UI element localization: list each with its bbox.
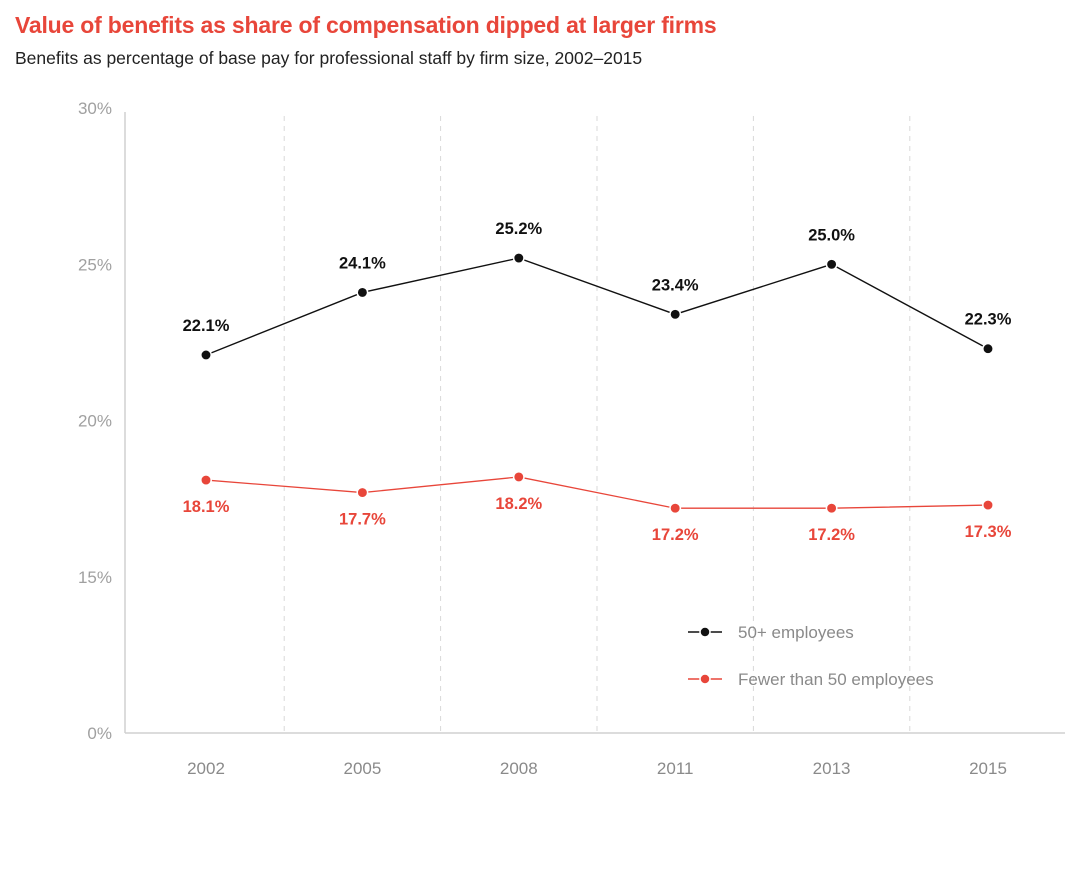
series-line [205, 476, 989, 509]
legend-item: 50+ employees [688, 623, 854, 642]
legend: 50+ employees Fewer than 50 employees [688, 623, 934, 689]
data-point [356, 486, 369, 499]
data-label: 17.7% [339, 511, 386, 529]
data-label: 25.0% [808, 226, 855, 244]
data-point [825, 258, 838, 271]
data-label: 18.2% [495, 495, 542, 513]
x-tick-label: 2005 [343, 759, 381, 778]
y-tick-label: 0% [87, 724, 112, 743]
data-label: 23.4% [652, 276, 699, 294]
data-label: 22.3% [965, 311, 1012, 329]
data-label: 24.1% [339, 254, 386, 272]
data-point [200, 474, 212, 487]
legend-dot-marker [699, 673, 711, 685]
y-tick-label: 25% [78, 255, 112, 274]
y-axis-labels: 0% 15% 20% 25% 30% [78, 99, 112, 743]
data-point [669, 502, 682, 515]
data-label: 22.1% [183, 317, 230, 335]
data-point [512, 470, 525, 483]
series-lines [205, 257, 989, 509]
data-points [200, 252, 994, 515]
grid-lines [283, 116, 911, 733]
x-tick-label: 2008 [500, 759, 538, 778]
legend-label: Fewer than 50 employees [738, 670, 934, 689]
data-label: 17.3% [965, 523, 1012, 541]
data-point [356, 286, 369, 299]
y-tick-label: 15% [78, 568, 112, 587]
legend-label: 50+ employees [738, 623, 854, 642]
data-point [982, 342, 994, 355]
x-tick-label: 2011 [657, 759, 694, 778]
data-point [982, 499, 994, 512]
x-axis-labels: 2002 2005 2008 2011 2013 2015 [187, 759, 1007, 778]
x-tick-label: 2015 [969, 759, 1007, 778]
chart-title: Value of benefits as share of compensati… [15, 12, 717, 38]
y-tick-label: 30% [78, 99, 112, 118]
y-tick-label: 20% [78, 412, 112, 431]
data-label: 25.2% [495, 220, 542, 238]
data-point [669, 308, 682, 321]
legend-dot-marker [699, 626, 711, 638]
x-tick-label: 2002 [187, 759, 225, 778]
legend-item: Fewer than 50 employees [688, 670, 934, 689]
data-label: 17.2% [808, 526, 855, 544]
series-line [205, 257, 989, 356]
data-labels: 22.1% 24.1% 25.2% 23.4% 25.0% 22.3% 18.1% 17.7%… [183, 220, 1012, 544]
data-point [512, 252, 525, 264]
data-label: 18.1% [183, 498, 230, 516]
chart-subtitle: Benefits as percentage of base pay for p… [15, 48, 643, 68]
data-point [825, 502, 838, 515]
data-label: 17.2% [652, 526, 699, 544]
x-tick-label: 2013 [813, 759, 851, 778]
axes [124, 112, 1065, 734]
data-point [200, 349, 212, 361]
